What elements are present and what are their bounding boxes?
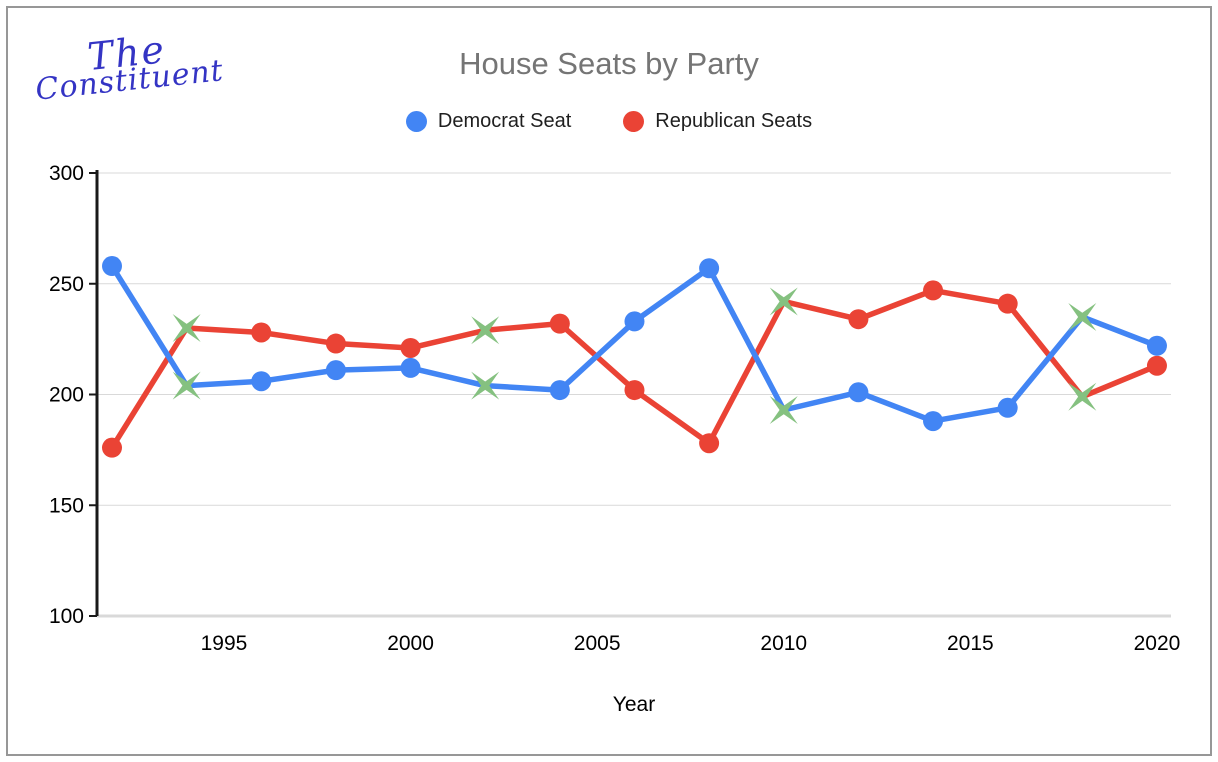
data-point[interactable] [549,380,570,401]
legend-item-democrat[interactable]: Democrat Seat [405,110,572,133]
data-point[interactable] [251,322,272,343]
highlight-x-marker[interactable] [769,287,798,316]
x-tick-label: 2000 [387,632,434,655]
data-point[interactable] [251,371,272,392]
legend-dot [623,111,645,132]
data-point[interactable] [325,360,346,381]
y-tick-label: 150 [49,494,84,517]
x-tick-label: 2020 [1134,632,1181,655]
y-tick-label: 200 [49,384,84,407]
data-point[interactable] [997,293,1018,314]
data-point[interactable] [400,337,421,358]
data-point[interactable] [848,309,869,330]
highlight-x-marker[interactable] [172,371,201,400]
legend-label: Republican Seats [655,110,813,132]
data-point[interactable] [102,437,122,458]
highlight-x-marker[interactable] [1068,302,1097,331]
y-tick-label: 300 [49,162,84,185]
y-tick-label: 100 [49,605,84,628]
highlight-x-marker[interactable] [1068,382,1097,411]
legend: Democrat Seat Republican Seats [0,110,1218,133]
data-point[interactable] [549,313,570,334]
data-point[interactable] [848,382,869,403]
data-point[interactable] [325,333,346,354]
data-point[interactable] [624,311,645,332]
highlight-x-marker[interactable] [172,314,201,343]
x-tick-label: 2010 [760,632,807,655]
legend-dot [405,111,427,132]
data-point[interactable] [997,397,1018,418]
x-tick-label: 2005 [574,632,621,655]
x-axis-label: Year [613,693,655,716]
y-tick-label: 250 [49,273,84,296]
data-point[interactable] [923,280,944,301]
x-tick-label: 1995 [201,632,248,655]
data-point[interactable] [923,411,944,432]
highlight-x-marker[interactable] [471,371,500,400]
data-point[interactable] [699,258,720,279]
data-point[interactable] [400,357,421,378]
data-point[interactable] [1146,355,1167,376]
highlight-x-marker[interactable] [769,396,798,425]
data-point[interactable] [1146,335,1167,356]
data-point[interactable] [102,256,122,277]
chart-title: House Seats by Party [459,46,759,81]
highlight-x-marker[interactable] [471,316,500,345]
legend-label: Democrat Seat [437,110,572,132]
legend-item-republican[interactable]: Republican Seats [623,110,812,133]
x-tick-label: 2015 [947,632,994,655]
data-point[interactable] [699,433,720,454]
data-point[interactable] [624,380,645,401]
